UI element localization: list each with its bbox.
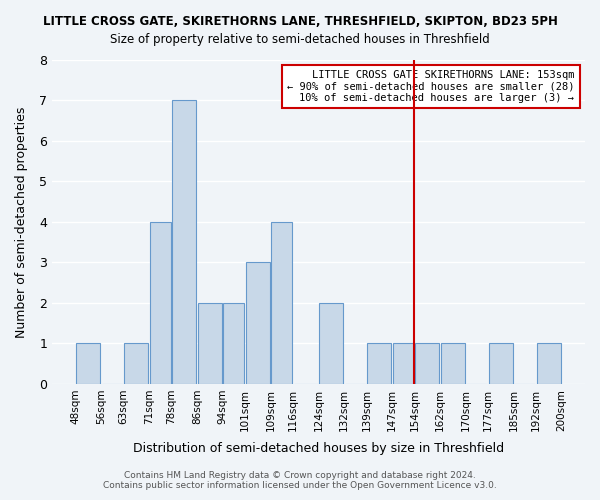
Bar: [441, 344, 465, 384]
Bar: [150, 222, 170, 384]
Bar: [367, 344, 391, 384]
Text: Size of property relative to semi-detached houses in Threshfield: Size of property relative to semi-detach…: [110, 32, 490, 46]
Bar: [76, 344, 100, 384]
Bar: [223, 303, 244, 384]
Bar: [415, 344, 439, 384]
Y-axis label: Number of semi-detached properties: Number of semi-detached properties: [15, 106, 28, 338]
Bar: [537, 344, 561, 384]
Bar: [393, 344, 413, 384]
X-axis label: Distribution of semi-detached houses by size in Threshfield: Distribution of semi-detached houses by …: [133, 442, 504, 455]
Text: LITTLE CROSS GATE, SKIRETHORNS LANE, THRESHFIELD, SKIPTON, BD23 5PH: LITTLE CROSS GATE, SKIRETHORNS LANE, THR…: [43, 15, 557, 28]
Bar: [246, 262, 270, 384]
Text: LITTLE CROSS GATE SKIRETHORNS LANE: 153sqm
← 90% of semi-detached houses are sma: LITTLE CROSS GATE SKIRETHORNS LANE: 153s…: [287, 70, 574, 103]
Bar: [271, 222, 292, 384]
Bar: [198, 303, 222, 384]
Bar: [124, 344, 148, 384]
Text: Contains HM Land Registry data © Crown copyright and database right 2024.
Contai: Contains HM Land Registry data © Crown c…: [103, 470, 497, 490]
Bar: [319, 303, 343, 384]
Bar: [172, 100, 196, 384]
Bar: [489, 344, 513, 384]
